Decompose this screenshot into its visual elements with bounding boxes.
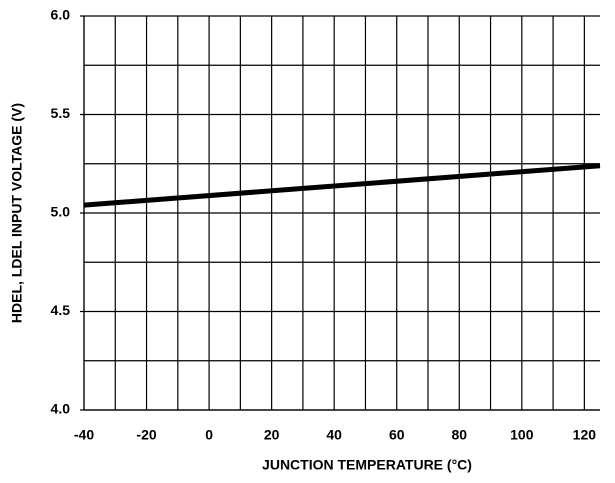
y-axis-label: HDEL, LDEL INPUT VOLTAGE (V)	[9, 103, 25, 323]
data-line	[83, 163, 601, 208]
x-tick-label: 0	[205, 427, 213, 443]
y-tick-label: 5.5	[51, 105, 71, 121]
x-tick-label: -20	[136, 427, 156, 443]
y-tick-label: 4.0	[51, 401, 71, 417]
x-tick-label: 80	[451, 427, 467, 443]
x-tick-label: 60	[389, 427, 405, 443]
y-tick-label: 6.0	[51, 7, 71, 23]
x-tick-label: -40	[74, 427, 94, 443]
x-tick-label: 40	[326, 427, 342, 443]
x-axis-label: JUNCTION TEMPERATURE (°C)	[262, 457, 472, 473]
x-tick-label: 120	[573, 427, 597, 443]
x-tick-label: 20	[264, 427, 280, 443]
y-tick-label: 4.5	[51, 302, 71, 318]
y-tick-label: 5.0	[51, 204, 71, 220]
x-tick-label: 100	[510, 427, 534, 443]
